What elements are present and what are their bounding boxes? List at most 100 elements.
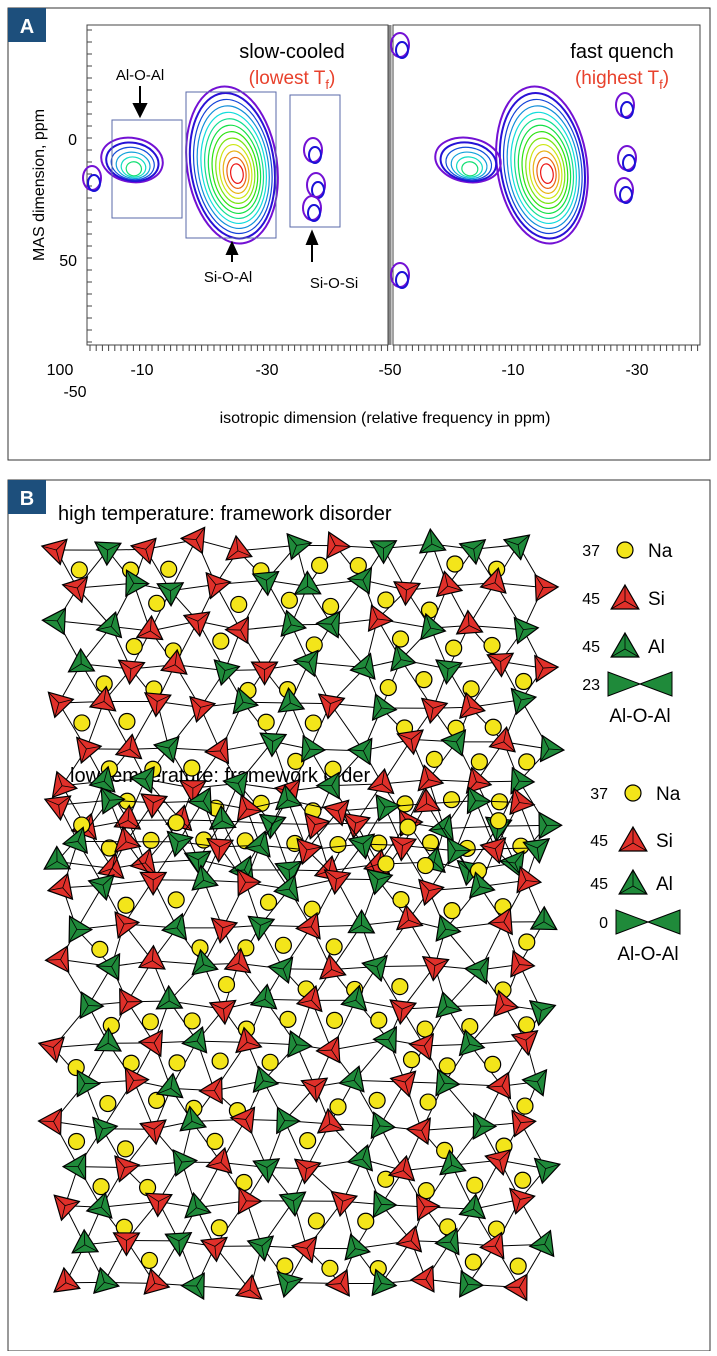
contour-line <box>396 272 408 288</box>
sodium-ion <box>322 1260 338 1276</box>
x-tick-label: 100 <box>47 362 74 379</box>
sodium-ion <box>142 1014 158 1030</box>
contour-line <box>125 161 143 177</box>
sodium-ion <box>103 1018 119 1034</box>
tetrahedron <box>114 805 140 829</box>
legend-label: Na <box>648 541 673 562</box>
tetrahedron <box>251 985 277 1009</box>
contour-line <box>88 175 100 191</box>
tetrahedron <box>325 870 351 894</box>
arrow <box>134 86 146 116</box>
sodium-ion <box>519 754 535 770</box>
sodium-ion <box>184 760 200 776</box>
framework-bond <box>330 704 363 751</box>
arrow <box>227 243 237 262</box>
tetrahedron <box>226 536 252 560</box>
contour-line <box>535 156 558 189</box>
sodium-ion <box>168 892 184 908</box>
page: {"panel_a": {"label": "A", "slow_cooled"… <box>0 0 717 1356</box>
legend-label: Si <box>656 831 673 852</box>
sodium-ion <box>306 637 322 653</box>
sodium-ion <box>261 894 277 910</box>
sodium-ion <box>100 1096 116 1112</box>
tetrahedron <box>511 951 535 977</box>
region-box <box>112 120 182 218</box>
tetrahedron <box>320 955 346 979</box>
sodium-ion <box>515 1172 531 1188</box>
legend-label: Al <box>648 637 665 658</box>
sodium-ion <box>211 1220 227 1236</box>
sodium-ion <box>118 897 134 913</box>
tetrahedron <box>294 650 318 676</box>
sodium-ion <box>404 1052 420 1068</box>
sodium-ion <box>392 979 408 995</box>
series-subtitle: (lowest Tf) <box>249 68 336 92</box>
sodium-ion <box>471 754 487 770</box>
tetrahedron <box>296 913 320 939</box>
contour-line <box>620 187 632 203</box>
sodium-ion <box>517 1098 533 1114</box>
sodium-ion <box>446 640 462 656</box>
sodium-ion <box>426 751 442 767</box>
sodium-ion <box>161 561 177 577</box>
contour-line <box>225 156 248 189</box>
contour-line <box>396 42 408 58</box>
contour-line <box>308 205 320 221</box>
legend-count: 37 <box>582 543 600 560</box>
series-title: fast quench <box>570 41 673 63</box>
tetrahedron <box>436 660 462 684</box>
sodium-ion <box>439 1058 455 1074</box>
sodium-ion <box>491 813 507 829</box>
subtitle-text: ) <box>663 68 669 89</box>
sodium-ion <box>212 1053 228 1069</box>
diagram-title: high temperature: framework disorder <box>58 503 392 525</box>
tetrahedron <box>376 795 400 821</box>
sodium-ion <box>371 1012 387 1028</box>
y-axis-label: MAS dimension, ppm <box>31 109 48 261</box>
sodium-ion <box>444 903 460 919</box>
sodium-ion <box>74 715 90 731</box>
y-tick-label: 50 <box>59 253 77 270</box>
sodium-ion <box>168 815 184 831</box>
panel-label: A <box>20 16 34 38</box>
legend-label: Al-O-Al <box>617 944 678 965</box>
tetrahedron <box>236 1275 262 1299</box>
sodium-ion <box>516 674 532 690</box>
tetrahedron <box>460 540 486 564</box>
subtitle-text: (lowest T <box>249 68 326 89</box>
sodium-ion <box>92 941 108 957</box>
tetrahedron <box>436 915 460 941</box>
sodium-ion <box>447 556 463 572</box>
x-tick-label: -10 <box>501 362 524 379</box>
sodium-ion <box>392 631 408 647</box>
tetrahedron <box>162 914 186 940</box>
tetrahedron <box>157 1074 183 1098</box>
sodium-ion <box>417 858 433 874</box>
sodium-ion <box>213 633 229 649</box>
sodium-ion <box>378 856 394 872</box>
tetrahedron <box>116 734 142 758</box>
contour-line <box>500 101 587 233</box>
sodium-ion <box>275 937 291 953</box>
frameworks <box>39 527 564 1300</box>
legend-count: 45 <box>582 591 600 608</box>
sodium-ion <box>380 680 396 696</box>
sodium-ion <box>69 1133 85 1149</box>
sodium-ion <box>330 1099 346 1115</box>
tetrahedron <box>369 605 393 631</box>
sodium-ion <box>444 792 460 808</box>
tetrahedron <box>280 1192 306 1216</box>
annotation: Si-O-Al <box>204 269 252 286</box>
legend-count: 23 <box>582 677 600 694</box>
y-tick-label: 0 <box>68 132 77 149</box>
sodium-ion <box>93 1179 109 1195</box>
subtitle-text: (highest T <box>575 68 660 89</box>
sodium-ion <box>141 1252 157 1268</box>
x-tick-label: -10 <box>130 362 153 379</box>
sodium-ion <box>519 934 535 950</box>
background: A B <box>8 8 710 1351</box>
tetrahedron <box>201 1237 227 1261</box>
tetrahedron <box>90 687 116 711</box>
x-tick-label: -50 <box>63 384 86 401</box>
sodium-ion <box>118 1141 134 1157</box>
